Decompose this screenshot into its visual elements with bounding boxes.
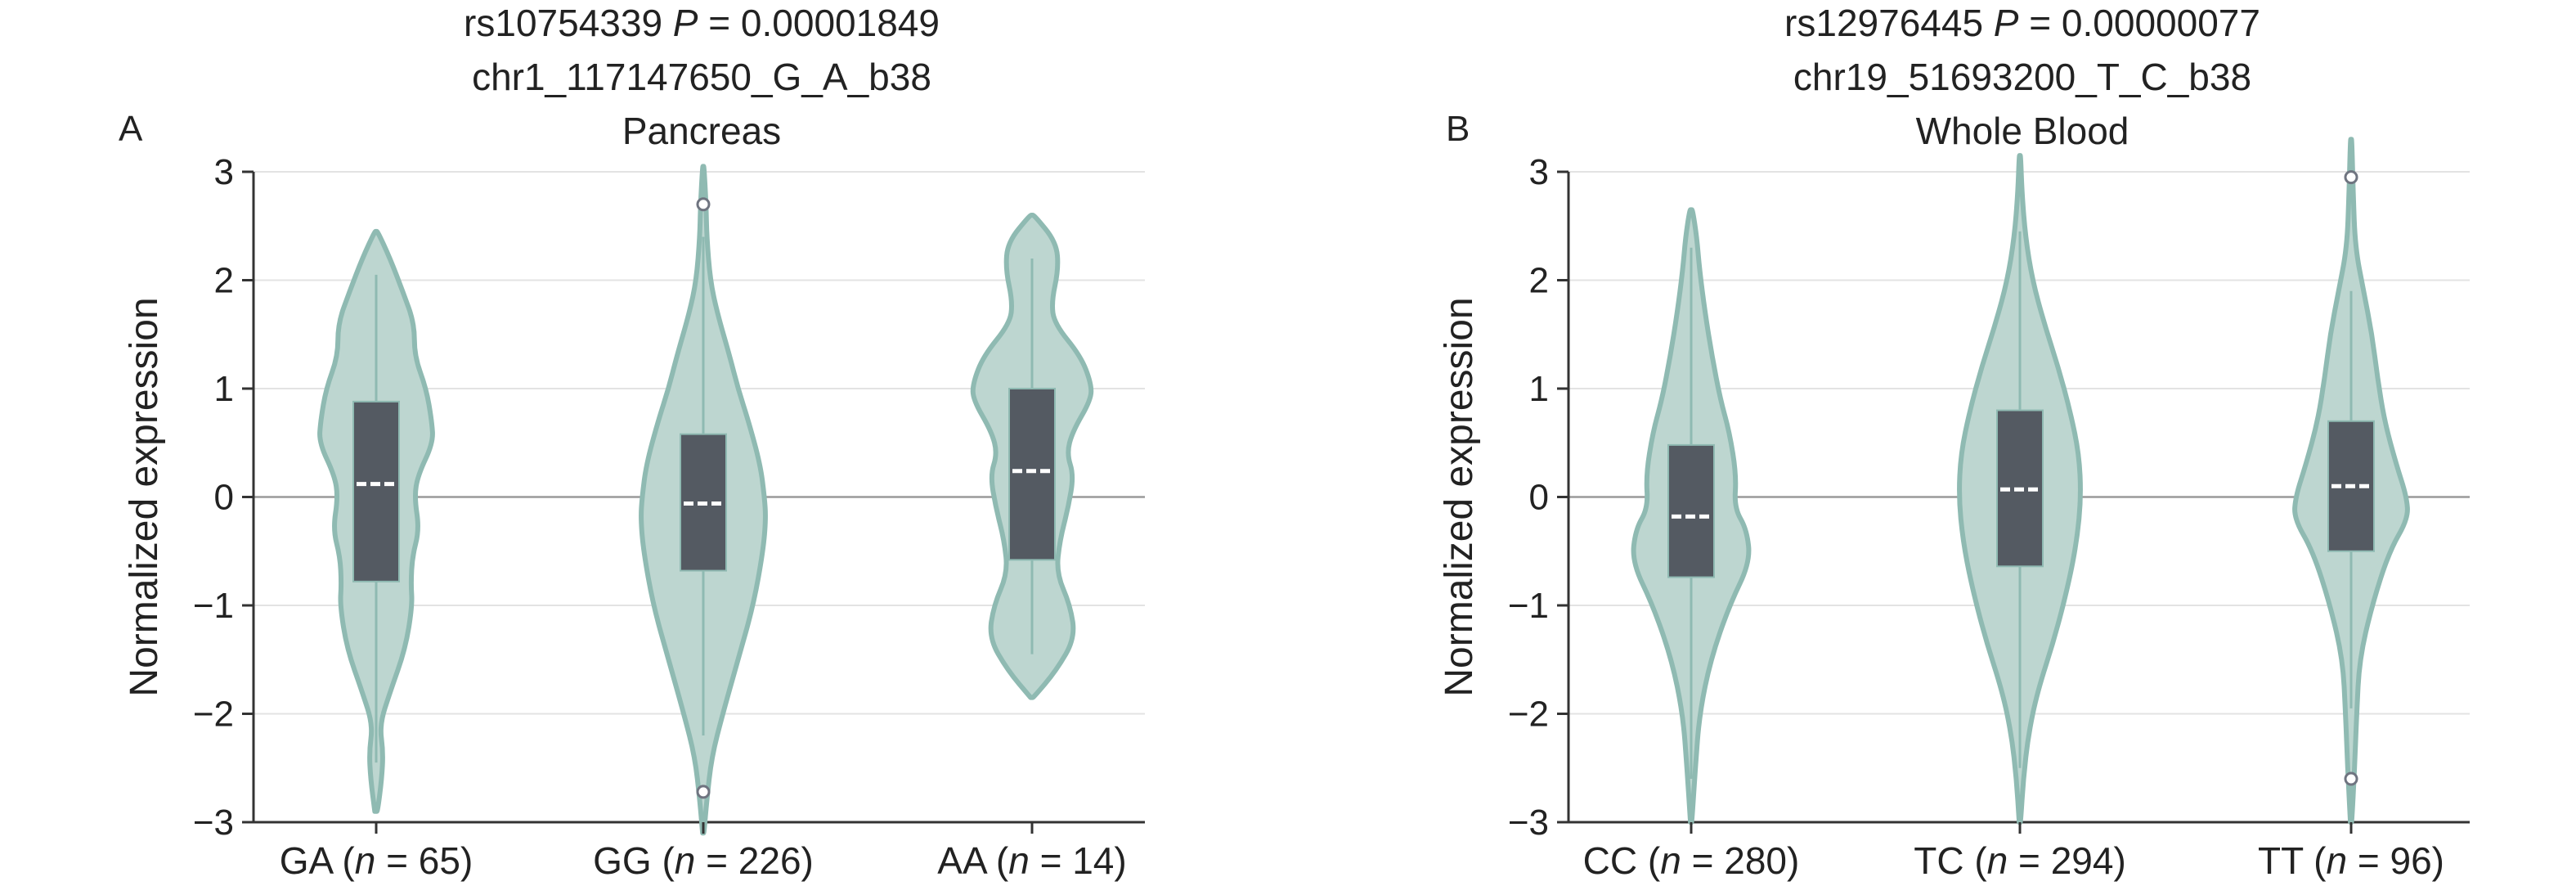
violin-group-tc: TC (n = 294) bbox=[1914, 153, 2126, 882]
y-tick-label: 2 bbox=[214, 261, 234, 301]
panel-label: B bbox=[1446, 109, 1470, 149]
x-tick-label: AA (n = 14) bbox=[937, 839, 1126, 882]
iqr-box bbox=[352, 400, 400, 582]
outlier-point bbox=[2344, 170, 2358, 185]
violin-group-cc: CC (n = 280) bbox=[1583, 207, 1800, 882]
outlier-point bbox=[696, 785, 711, 799]
y-tick-label: −3 bbox=[193, 803, 234, 843]
paren-open: ( bbox=[985, 839, 1009, 882]
y-tick-label: −3 bbox=[1508, 803, 1549, 843]
violin-group-ga: GA (n = 65) bbox=[280, 228, 473, 882]
n-value: = 280) bbox=[1681, 839, 1800, 882]
title-p-value: = 0.00000077 bbox=[2019, 2, 2260, 44]
y-axis-label: Normalized expression bbox=[123, 297, 166, 696]
genotype-label: TC bbox=[1914, 839, 1963, 882]
n-symbol: n bbox=[1008, 839, 1030, 882]
paren-open: ( bbox=[332, 839, 356, 882]
y-tick-label: −2 bbox=[1508, 695, 1549, 735]
panel-b: 3 2 1 0 −1 −2 −3 Normalized expression Brs129764… bbox=[1438, 2, 2470, 882]
y-tick-label: 1 bbox=[1529, 369, 1549, 409]
n-value: = 14) bbox=[1030, 839, 1127, 882]
chart-title-line-3: Pancreas bbox=[622, 110, 781, 152]
n-value: = 226) bbox=[695, 839, 814, 882]
outlier-point bbox=[2344, 771, 2358, 786]
panel-label: A bbox=[119, 109, 143, 149]
x-tick-label: TT (n = 96) bbox=[2258, 839, 2444, 882]
paren-open: ( bbox=[652, 839, 675, 882]
title-snp: rs12976445 bbox=[1784, 2, 1983, 44]
y-tick-label: 2 bbox=[1529, 261, 1549, 301]
chart-title-line-1: rs10754339 P = 0.00001849 bbox=[464, 2, 940, 44]
violin-group-gg: GG (n = 226) bbox=[593, 164, 814, 882]
y-tick-label: 3 bbox=[214, 152, 234, 192]
paren-open: ( bbox=[1637, 839, 1661, 882]
n-symbol: n bbox=[2326, 839, 2347, 882]
paren-open: ( bbox=[1964, 839, 1988, 882]
genotype-label: AA bbox=[937, 839, 988, 882]
violin-group-tt: TT (n = 96) bbox=[2258, 137, 2444, 882]
n-symbol: n bbox=[1660, 839, 1681, 882]
n-value: = 96) bbox=[2347, 839, 2444, 882]
y-axis-label: Normalized expression bbox=[1438, 297, 1481, 696]
outlier-point bbox=[696, 197, 711, 212]
x-tick-label: CC (n = 280) bbox=[1583, 839, 1800, 882]
genotype-label: GG bbox=[593, 839, 652, 882]
x-tick-label: GA (n = 65) bbox=[280, 839, 473, 882]
violin-group-aa: AA (n = 14) bbox=[937, 213, 1127, 882]
iqr-box bbox=[1008, 388, 1056, 561]
chart-title-line-2: chr19_51693200_T_C_b38 bbox=[1793, 56, 2251, 98]
title-p-symbol: P bbox=[1983, 2, 2019, 44]
n-value: = 65) bbox=[375, 839, 473, 882]
paren-open: ( bbox=[2303, 839, 2327, 882]
genotype-label: CC bbox=[1583, 839, 1637, 882]
title-p-symbol: P bbox=[662, 2, 698, 44]
chart-title-line-2: chr1_117147650_G_A_b38 bbox=[472, 56, 931, 98]
y-tick-label: 0 bbox=[214, 478, 234, 518]
genotype-label: TT bbox=[2258, 839, 2304, 882]
title-p-value: = 0.00001849 bbox=[698, 2, 940, 44]
genotype-label: GA bbox=[280, 839, 334, 882]
n-symbol: n bbox=[1987, 839, 2008, 882]
y-tick-label: 3 bbox=[1529, 152, 1549, 192]
x-tick-label: TC (n = 294) bbox=[1914, 839, 2126, 882]
title-snp: rs10754339 bbox=[464, 2, 662, 44]
x-tick-label: GG (n = 226) bbox=[593, 839, 814, 882]
chart-title-line-3: Whole Blood bbox=[1916, 110, 2129, 152]
y-tick-label: −2 bbox=[193, 695, 234, 735]
y-tick-label: 0 bbox=[1529, 478, 1549, 518]
n-value: = 294) bbox=[2008, 839, 2126, 882]
n-symbol: n bbox=[675, 839, 696, 882]
panel-a: 3 2 1 0 −1 −2 −3 Normalized expression Ars107543… bbox=[119, 2, 1145, 882]
chart-title-line-1: rs12976445 P = 0.00000077 bbox=[1784, 2, 2260, 44]
iqr-box bbox=[1667, 443, 1715, 578]
y-tick-label: −1 bbox=[1508, 586, 1549, 626]
y-tick-label: −1 bbox=[193, 586, 234, 626]
y-tick-label: 1 bbox=[214, 369, 234, 409]
n-symbol: n bbox=[355, 839, 376, 882]
